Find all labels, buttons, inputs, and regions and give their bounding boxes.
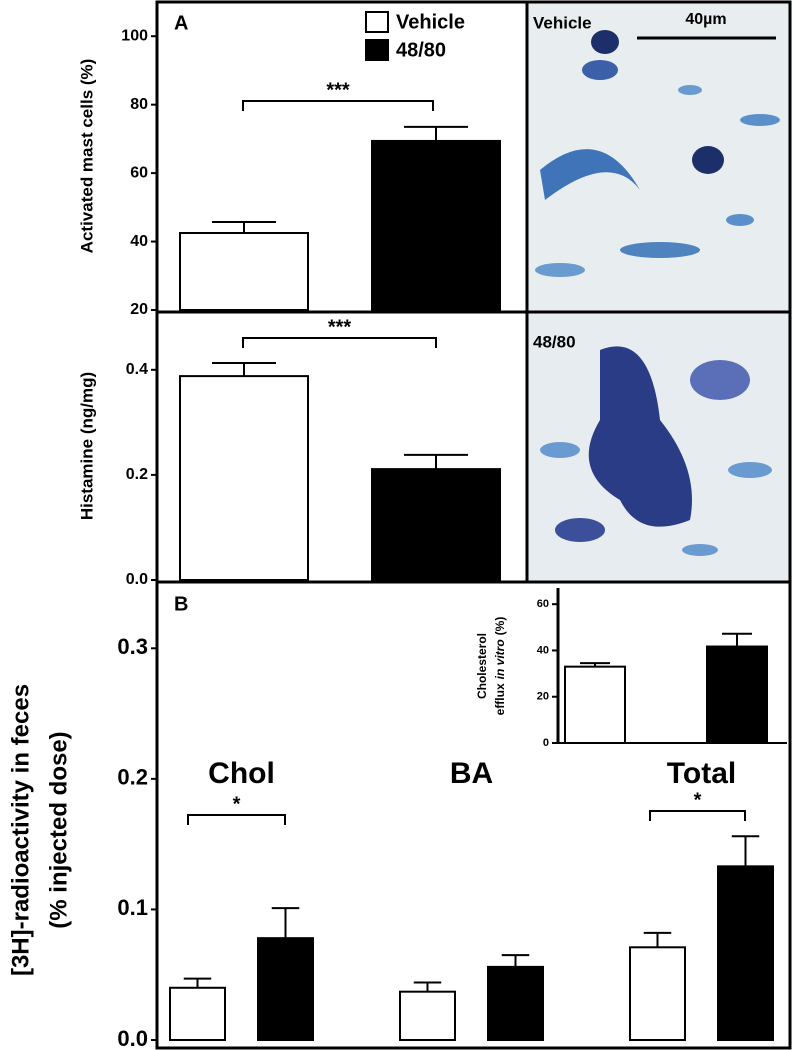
- y-tick-label: 80: [130, 96, 148, 113]
- legend-label: 48/80: [396, 39, 446, 61]
- y-tick-label: 0: [543, 737, 549, 749]
- y-tick-label: 20: [537, 691, 549, 703]
- y-axis-label: [3H]-radioactivity in feces: [7, 684, 34, 976]
- y-axis-label: Histamine (ng/mg): [77, 372, 96, 520]
- y-tick-label: 20: [130, 301, 148, 318]
- significance-bracket: [649, 810, 746, 821]
- legend-swatch: [365, 11, 389, 33]
- bar: [257, 937, 314, 1042]
- bar: [371, 468, 501, 582]
- significance-label: *: [233, 793, 241, 815]
- significance-bracket: [242, 100, 434, 111]
- significance-label: ***: [326, 79, 350, 101]
- y-tick-label: 40: [537, 644, 549, 656]
- y-axis-label: (% injected dose): [45, 731, 72, 928]
- y-tick-label: 0.3: [117, 634, 148, 659]
- micrograph-48-80: [527, 312, 790, 582]
- y-tick-label: 0.0: [117, 1026, 148, 1050]
- y-axis-label-part: (%): [493, 617, 507, 636]
- y-tick-label: 0.4: [126, 361, 148, 378]
- y-tick-label: 60: [130, 164, 148, 181]
- bar: [179, 232, 309, 311]
- bar: [564, 665, 626, 745]
- y-tick-label: 100: [121, 27, 148, 44]
- y-axis-label: Cholesterol: [475, 633, 489, 699]
- significance-bracket: [187, 814, 286, 825]
- significance-label: ***: [328, 316, 352, 338]
- y-tick-label: 60: [537, 598, 549, 610]
- y-axis-label-part: efflux: [493, 683, 507, 715]
- y-tick-label: 0.2: [126, 466, 148, 483]
- y-tick-label: 0.0: [126, 571, 148, 588]
- bar: [371, 139, 501, 311]
- bar: [706, 645, 768, 744]
- scale-bar-label: 40µm: [685, 11, 726, 28]
- category-label: Total: [667, 757, 736, 790]
- y-tick-label: 0.1: [117, 895, 148, 920]
- y-axis-label: Activated mast cells (%): [77, 59, 96, 254]
- bar: [487, 965, 544, 1042]
- legend-label: Vehicle: [396, 11, 465, 33]
- y-axis-label-part: in vitro: [493, 639, 507, 679]
- y-tick-label: 0.2: [117, 765, 148, 790]
- bar: [717, 865, 774, 1042]
- legend-swatch: [365, 39, 389, 61]
- category-label: Chol: [208, 757, 275, 790]
- y-tick-label: 40: [130, 233, 148, 250]
- significance-bracket: [242, 337, 437, 348]
- bar: [179, 375, 309, 581]
- micrograph-label: Vehicle: [533, 13, 592, 32]
- micrograph-label: 48/80: [533, 332, 576, 351]
- y-axis-label: efflux in vitro (%): [493, 617, 507, 716]
- bar: [629, 946, 686, 1042]
- bar: [169, 986, 226, 1041]
- panel-label: B: [174, 593, 188, 615]
- panel-label: A: [174, 12, 188, 34]
- bar: [399, 990, 456, 1042]
- micrograph-vehicle: [527, 2, 790, 312]
- frame: [155, 0, 792, 1050]
- significance-label: *: [694, 789, 702, 811]
- category-label: BA: [450, 757, 493, 790]
